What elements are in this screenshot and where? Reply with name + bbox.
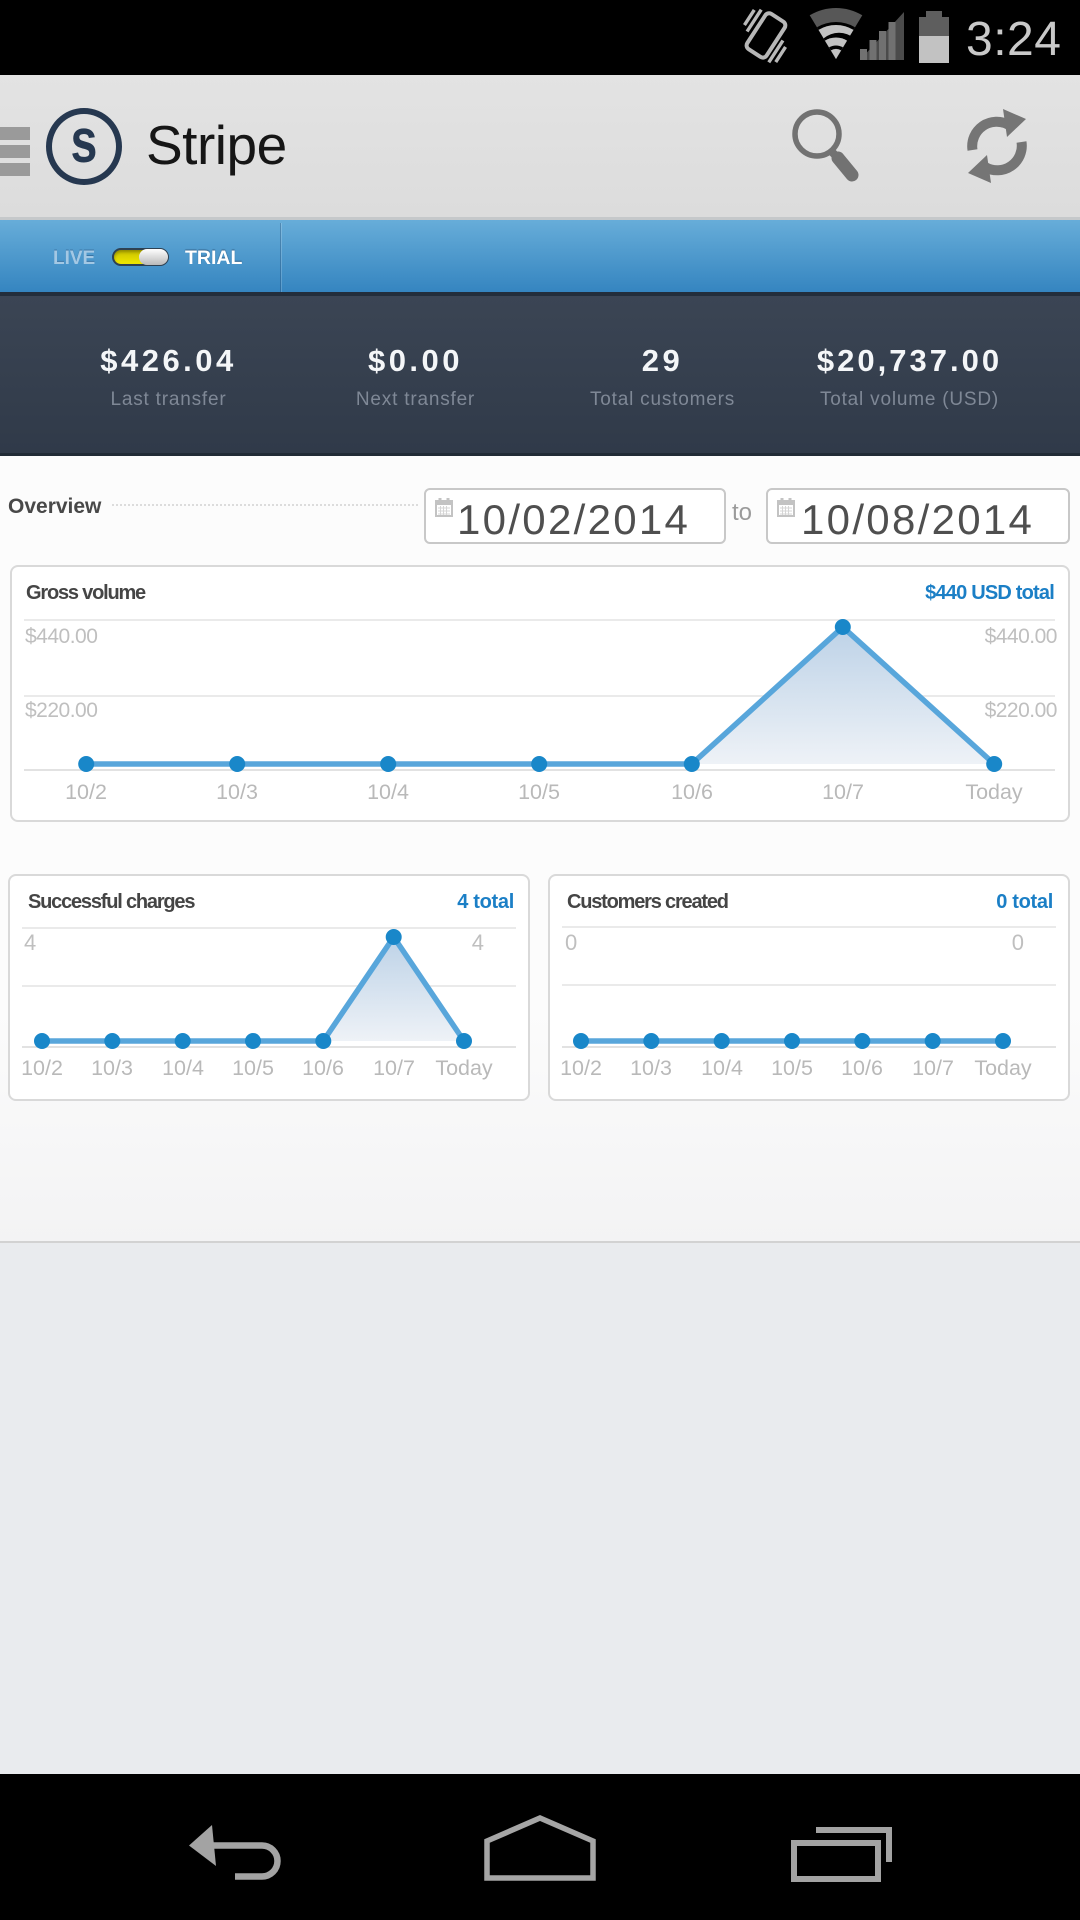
svg-text:$440.00: $440.00 (25, 625, 97, 648)
svg-text:10/6: 10/6 (302, 1056, 344, 1080)
svg-text:10/7: 10/7 (373, 1056, 415, 1080)
svg-text:10/5: 10/5 (771, 1056, 813, 1080)
svg-text:$220.00: $220.00 (985, 699, 1057, 722)
svg-text:10/2: 10/2 (560, 1056, 602, 1080)
svg-text:10/2: 10/2 (21, 1056, 63, 1080)
svg-text:Today: Today (965, 780, 1023, 804)
svg-text:4: 4 (472, 930, 484, 955)
svg-text:Today: Today (974, 1056, 1032, 1080)
svg-text:$440.00: $440.00 (985, 625, 1057, 648)
svg-text:0: 0 (1012, 930, 1024, 955)
svg-text:10/5: 10/5 (518, 780, 560, 804)
svg-text:10/4: 10/4 (367, 780, 409, 804)
svg-text:10/3: 10/3 (630, 1056, 672, 1080)
svg-text:4: 4 (24, 930, 36, 955)
svg-text:10/3: 10/3 (91, 1056, 133, 1080)
svg-text:10/2: 10/2 (65, 780, 107, 804)
svg-text:10/6: 10/6 (841, 1056, 883, 1080)
svg-text:10/5: 10/5 (232, 1056, 274, 1080)
svg-text:10/7: 10/7 (912, 1056, 954, 1080)
svg-text:10/4: 10/4 (701, 1056, 743, 1080)
svg-text:10/4: 10/4 (162, 1056, 204, 1080)
svg-text:10/6: 10/6 (671, 780, 713, 804)
svg-text:0: 0 (565, 930, 577, 955)
svg-text:$220.00: $220.00 (25, 699, 97, 722)
svg-text:10/3: 10/3 (216, 780, 258, 804)
svg-text:Today: Today (435, 1056, 493, 1080)
svg-text:10/7: 10/7 (822, 780, 864, 804)
